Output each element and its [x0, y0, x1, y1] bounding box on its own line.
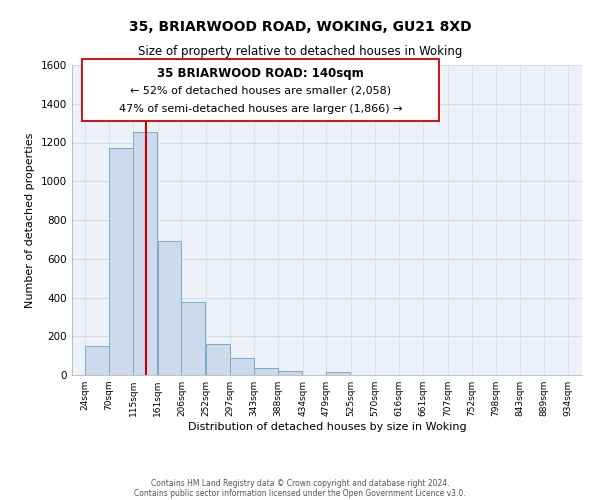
Bar	[85, 346, 109, 375]
Bar	[206, 344, 230, 375]
Text: Size of property relative to detached houses in Woking: Size of property relative to detached ho…	[138, 45, 462, 58]
Bar	[230, 358, 254, 375]
Y-axis label: Number of detached properties: Number of detached properties	[25, 132, 35, 308]
Text: 47% of semi-detached houses are larger (1,866) →: 47% of semi-detached houses are larger (…	[119, 104, 403, 114]
Text: 35 BRIARWOOD ROAD: 140sqm: 35 BRIARWOOD ROAD: 140sqm	[157, 66, 364, 80]
Bar	[133, 132, 157, 375]
Text: 35, BRIARWOOD ROAD, WOKING, GU21 8XD: 35, BRIARWOOD ROAD, WOKING, GU21 8XD	[128, 20, 472, 34]
FancyBboxPatch shape	[82, 59, 439, 121]
Bar	[278, 370, 302, 375]
Text: Contains public sector information licensed under the Open Government Licence v3: Contains public sector information licen…	[134, 488, 466, 498]
Bar	[158, 242, 181, 375]
Bar	[181, 302, 205, 375]
Bar	[326, 372, 350, 375]
Text: Contains HM Land Registry data © Crown copyright and database right 2024.: Contains HM Land Registry data © Crown c…	[151, 478, 449, 488]
Bar	[254, 368, 278, 375]
X-axis label: Distribution of detached houses by size in Woking: Distribution of detached houses by size …	[188, 422, 466, 432]
Bar	[109, 148, 133, 375]
Text: ← 52% of detached houses are smaller (2,058): ← 52% of detached houses are smaller (2,…	[130, 85, 391, 95]
